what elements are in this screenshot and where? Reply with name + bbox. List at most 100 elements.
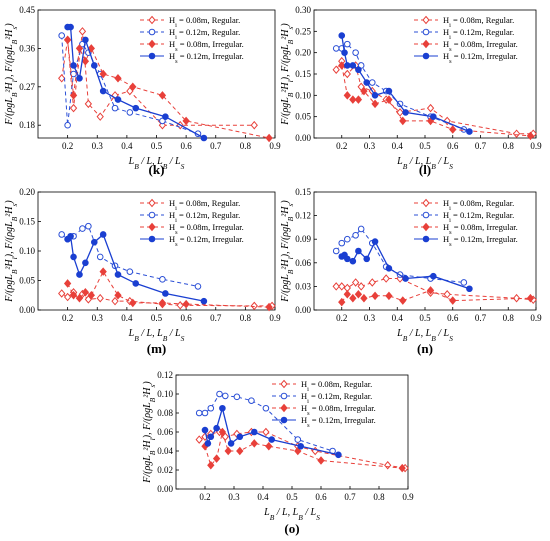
data-point (162, 290, 169, 297)
legend-entry-label: Hs = 0.08m, Irregular. (443, 39, 518, 53)
x-tick-label: 0.3 (364, 313, 376, 323)
legend-entry-label: Hs = 0.08m, Irregular. (301, 403, 376, 417)
data-point (182, 116, 190, 126)
x-tick-label: 0.7 (475, 141, 487, 151)
legend-entry-label: Hs = 0.12m, Irregular. (169, 51, 244, 65)
legend: Hi = 0.08m, Regular.Hi = 0.12m, Regular.… (140, 198, 244, 248)
y-tick-label: 0.25 (295, 26, 311, 36)
data-point (218, 427, 227, 437)
data-point (338, 32, 346, 39)
x-tick-label: 0.6 (447, 141, 459, 151)
x-tick-label: 0.2 (336, 313, 347, 323)
series-line (341, 289, 531, 303)
data-point (262, 427, 270, 437)
data-point (354, 289, 363, 299)
y-tick-label: 0.27 (19, 82, 35, 92)
x-tick-label: 0.7 (344, 492, 356, 502)
data-point (227, 440, 235, 447)
y-tick-label: 0.45 (19, 5, 35, 15)
data-point (443, 289, 451, 299)
data-point (129, 298, 137, 308)
chart-panel-3: 0.2 0.3 0.4 0.5 0.6 0.7 0.8 0.9 0.00 0.03 0.06 0.09… (280, 187, 542, 356)
data-point (233, 393, 241, 401)
data-point (349, 95, 357, 104)
x-tick-label: 0.9 (530, 141, 542, 151)
x-tick-label: 0.2 (62, 141, 73, 151)
x-tick-label: 0.4 (392, 313, 404, 323)
y-axis-label: F/(ρgLB²Hi), F/(ρgLB²Hs) (4, 23, 19, 126)
x-tick-label: 0.9 (269, 313, 281, 323)
x-axis-label: LB / L, LB / LS (396, 156, 453, 171)
y-tick-label: 0.00 (295, 305, 311, 315)
data-point (58, 289, 66, 298)
panel-label: (l) (419, 162, 431, 177)
data-point (96, 293, 104, 303)
data-point (399, 116, 407, 126)
x-tick-label: 0.5 (419, 141, 431, 151)
legend-entry-label: Hi = 0.12m, Regular. (443, 27, 514, 41)
data-point (512, 129, 521, 139)
x-tick-label: 0.2 (62, 313, 73, 323)
data-point (126, 109, 134, 116)
data-point (371, 92, 379, 99)
data-point (87, 290, 95, 300)
data-point (351, 278, 360, 287)
x-tick-label: 0.5 (419, 313, 431, 323)
series-3 (64, 231, 208, 305)
data-point (114, 96, 122, 103)
data-point (132, 104, 140, 112)
legend-entry-label: Hi = 0.12m, Regular. (443, 210, 514, 224)
y-tick-label: 0.10 (19, 246, 35, 256)
data-point (354, 95, 363, 104)
data-point (207, 433, 215, 441)
data-point (159, 276, 166, 283)
data-point (371, 291, 379, 301)
x-tick-label: 0.4 (121, 313, 133, 323)
y-tick-label: 0.15 (295, 69, 311, 79)
data-point (58, 73, 66, 83)
legend: Hi = 0.08m, Regular.Hi = 0.12m, Regular.… (272, 379, 376, 429)
data-point (382, 274, 390, 283)
legend-swatch-marker (280, 403, 288, 413)
data-point (294, 446, 302, 456)
panel-label: (o) (284, 521, 299, 536)
y-tick-label: 0.18 (19, 120, 35, 130)
data-point (158, 298, 167, 308)
data-point (201, 409, 209, 417)
y-axis-label: F/(ρgLB²Hi), F/(ρgLB²Hs) (280, 200, 295, 303)
x-tick-label: 0.4 (121, 141, 133, 151)
data-point (344, 62, 351, 69)
y-tick-label: 0.06 (295, 258, 311, 268)
data-point (195, 409, 203, 417)
y-tick-label: 0.05 (19, 276, 35, 286)
data-point (426, 286, 435, 295)
data-point (67, 23, 74, 31)
data-point (213, 424, 220, 432)
x-tick-label: 0.8 (240, 141, 252, 151)
y-tick-label: 0.15 (295, 187, 311, 197)
legend-swatch-marker (422, 52, 430, 60)
legend-entry-label: Hi = 0.08m, Regular. (301, 379, 372, 393)
x-tick-label: 0.5 (286, 492, 298, 502)
data-point (63, 35, 72, 45)
data-point (526, 131, 535, 141)
y-axis-label: F/(ρgLB²Hi), F/(ρgLB²Hs) (280, 23, 295, 126)
x-tick-label: 0.4 (392, 141, 404, 151)
data-point (430, 272, 437, 280)
x-tick-label: 0.8 (373, 492, 385, 502)
legend-swatch-marker (148, 222, 156, 232)
data-point (449, 125, 457, 134)
legend-swatch-marker (148, 28, 156, 36)
data-point (344, 255, 351, 263)
legend-entry-label: Hi = 0.12m, Regular. (169, 210, 240, 224)
data-point (248, 397, 255, 404)
x-tick-label: 0.7 (475, 313, 487, 323)
data-point (58, 231, 66, 238)
series-1 (195, 390, 336, 455)
legend-swatch-marker (148, 15, 156, 25)
data-point (402, 275, 409, 282)
data-point (355, 66, 362, 74)
data-point (349, 257, 357, 265)
data-point (129, 82, 137, 92)
data-point (352, 49, 359, 56)
